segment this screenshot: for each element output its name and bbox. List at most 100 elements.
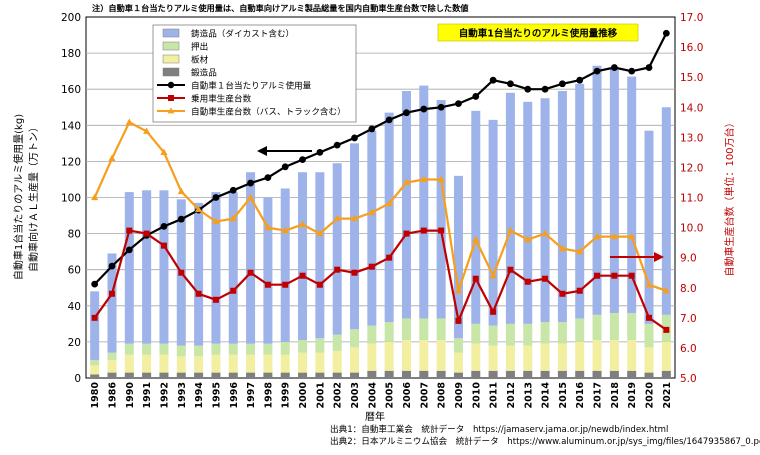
bar-segment xyxy=(263,372,273,378)
data-point xyxy=(611,272,618,279)
data-point xyxy=(438,227,445,234)
x-tick-label: 2019 xyxy=(627,382,638,408)
data-point xyxy=(316,148,324,156)
y-tick-left: 160 xyxy=(61,84,81,96)
bar-segment xyxy=(384,322,394,342)
bar-segment xyxy=(263,354,273,373)
bar-segment xyxy=(350,372,360,378)
bar-segment xyxy=(142,190,152,344)
data-point xyxy=(402,178,411,186)
bar-segment xyxy=(332,372,342,378)
bar-segment xyxy=(90,359,100,366)
bar-segment xyxy=(315,372,325,378)
bar-segment xyxy=(401,370,411,378)
bar-segment xyxy=(246,343,256,355)
bar-segment xyxy=(228,192,238,344)
bar-segment xyxy=(661,107,671,315)
data-point xyxy=(125,118,133,125)
bar-segment xyxy=(557,343,567,371)
x-tick-label: 1998 xyxy=(263,382,274,409)
data-point xyxy=(455,100,462,108)
bar-segment xyxy=(280,341,290,355)
bar-segment xyxy=(609,370,619,378)
x-tick-label: 2003 xyxy=(350,382,361,408)
data-point xyxy=(524,235,532,243)
bar-segment xyxy=(107,253,117,353)
bar-segment xyxy=(90,374,100,378)
x-tick-label: 2018 xyxy=(610,382,621,409)
data-point xyxy=(282,281,289,288)
bar-segment xyxy=(90,365,100,375)
data-point xyxy=(541,85,549,93)
bar-segment xyxy=(350,329,360,348)
bar-segment xyxy=(523,345,533,371)
series-line xyxy=(93,120,667,292)
bar-segment xyxy=(592,65,602,315)
y-tick-right: 15.0 xyxy=(680,72,703,84)
bar-segment xyxy=(315,338,325,353)
data-point xyxy=(628,272,635,279)
data-point xyxy=(246,193,255,201)
data-point xyxy=(247,269,254,276)
x-tick-label: 2015 xyxy=(558,382,569,408)
y-tick-left: 200 xyxy=(61,12,81,24)
data-point xyxy=(403,109,410,117)
data-point xyxy=(299,156,306,163)
bar-segment xyxy=(246,172,256,344)
bar-segment xyxy=(384,341,394,371)
data-point xyxy=(385,116,393,124)
bar-segment xyxy=(419,85,429,319)
data-point xyxy=(281,163,289,171)
data-point xyxy=(645,64,653,71)
bar-segment xyxy=(540,370,550,378)
bar-segment xyxy=(315,172,325,339)
bar-segment xyxy=(661,341,671,371)
data-point xyxy=(576,247,584,255)
data-point xyxy=(472,275,479,282)
data-point xyxy=(299,272,306,279)
data-point xyxy=(351,269,358,276)
data-point xyxy=(316,229,324,237)
data-point xyxy=(91,280,99,288)
bar-segment xyxy=(142,343,152,355)
data-point xyxy=(558,244,566,252)
bar-segment xyxy=(124,372,134,378)
y-tick-left: 60 xyxy=(68,265,81,277)
x-tick-label: 2006 xyxy=(402,382,413,409)
bar-segment xyxy=(176,372,186,378)
bar-segment xyxy=(557,91,567,323)
x-tick-label: 1997 xyxy=(246,382,257,408)
bar-segment xyxy=(107,359,117,373)
data-point xyxy=(178,269,185,276)
data-point xyxy=(420,227,427,234)
y-tick-right: 16.0 xyxy=(680,42,703,54)
bar-segment xyxy=(246,354,256,373)
y-tick-right: 9.0 xyxy=(680,253,697,265)
x-tick-label: 2016 xyxy=(575,382,586,409)
data-point xyxy=(177,187,185,195)
data-point xyxy=(576,76,584,84)
data-point xyxy=(646,314,653,321)
bar-segment xyxy=(436,370,446,378)
bar-segment xyxy=(280,188,290,342)
x-tick-label: 2005 xyxy=(385,382,396,408)
bar-segment xyxy=(384,112,394,323)
legend-marker xyxy=(167,81,175,89)
data-point xyxy=(108,262,116,270)
data-point xyxy=(91,314,98,321)
x-tick-label: 2012 xyxy=(506,382,517,408)
legend-label: 板材 xyxy=(191,54,209,66)
bar-segment xyxy=(471,110,481,324)
chart-title: 自動車1台当たりのアルミ使用量推移 xyxy=(459,28,618,40)
x-tick-label: 2010 xyxy=(471,382,482,409)
y-tick-right: 5.0 xyxy=(680,373,697,385)
data-point xyxy=(212,217,220,225)
data-point xyxy=(333,214,341,222)
bar-segment xyxy=(194,345,204,357)
data-point xyxy=(125,246,133,254)
bar-segment xyxy=(315,352,325,373)
bar-segment xyxy=(298,372,308,378)
bar-segment xyxy=(211,354,221,373)
bar-segment xyxy=(453,175,463,339)
bar-segment xyxy=(644,347,654,373)
